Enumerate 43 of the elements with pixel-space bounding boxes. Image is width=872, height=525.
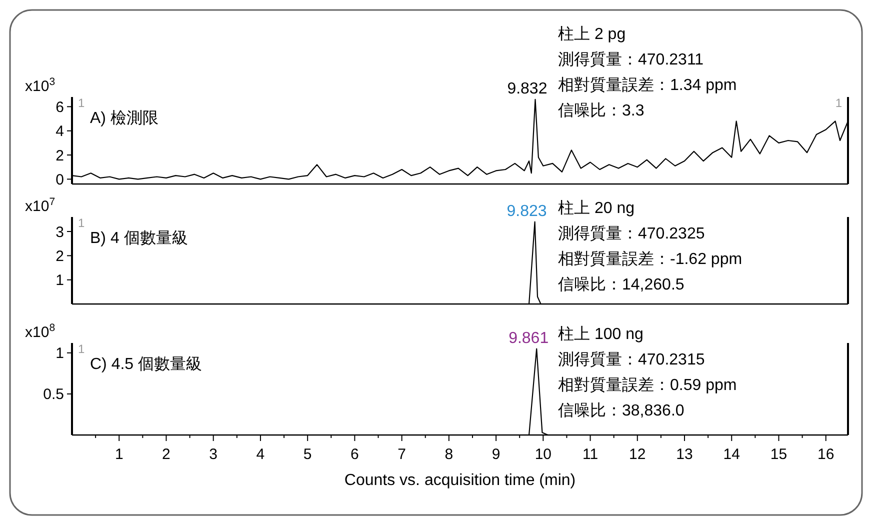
annotation: 1: [78, 216, 85, 230]
x-axis-title: Counts vs. acquisition time (min): [344, 472, 576, 489]
text: B) 4 個數量級: [90, 230, 188, 247]
y-tick-label: 1: [56, 345, 64, 362]
x-tick-label: 1: [114, 446, 124, 463]
y-tick-label: 2: [56, 147, 64, 164]
y-tick-label: 4: [56, 123, 64, 140]
annotation: 9.823: [506, 202, 547, 220]
x-tick-label: 7: [398, 446, 406, 463]
x-tick-label: 8: [444, 446, 454, 463]
annotation: 柱上 2 pg 測得質量：470.2311 相對質量誤差：1.34 ppm 信噪比：3.3: [558, 25, 737, 120]
x-tick-label: 3: [209, 446, 218, 463]
x-tick-label: 4: [256, 446, 265, 463]
y-axis-title: x10$^{8}$: [25, 322, 56, 341]
x-tick-label: 2: [162, 446, 170, 463]
annotation: 1: [78, 342, 85, 356]
x-tick-label: 9: [492, 446, 500, 463]
annotation: 柱上 100 ng 測得質量：470.2315 相對質量誤差：0.59 ppm 信噪比：38,836.0: [558, 325, 737, 420]
y-tick-label: 2: [56, 248, 64, 265]
y-tick-label: 6: [56, 98, 64, 116]
x-tick-label: 16: [818, 446, 834, 463]
y-axis-title: x10$^{7}$: [25, 196, 56, 215]
text: A) 檢測限: [90, 109, 158, 127]
x-tick-label: 15: [770, 446, 788, 463]
line-series: [71, 98, 849, 180]
annotation: 9.861: [508, 330, 549, 347]
annotation: 1: [835, 96, 842, 110]
y-tick-label: 0: [56, 171, 64, 188]
x-tick-label: 6: [350, 446, 359, 463]
annotation: 柱上 20 ng 測得質量：470.2325 相對質量誤差：-1.62 ppm 信噪比：14,260.5: [558, 199, 742, 294]
x-tick-label: 14: [723, 446, 740, 463]
y-tick-label: 1: [56, 272, 64, 290]
x-tick-label: 12: [629, 446, 646, 463]
x-tick-label: 13: [676, 446, 693, 463]
y-axis-title: x10$^{3}$: [25, 76, 56, 95]
y-tick-label: 3: [56, 224, 64, 241]
x-tick-label: 5: [303, 446, 312, 463]
text: C) 4.5 個數量級: [90, 356, 202, 373]
annotation: 1: [78, 96, 85, 110]
annotation: 9.832: [507, 80, 548, 98]
x-tick-label: 11: [582, 446, 598, 463]
x-tick-label: 10: [534, 446, 552, 463]
y-tick-label: 0.5: [43, 386, 64, 404]
